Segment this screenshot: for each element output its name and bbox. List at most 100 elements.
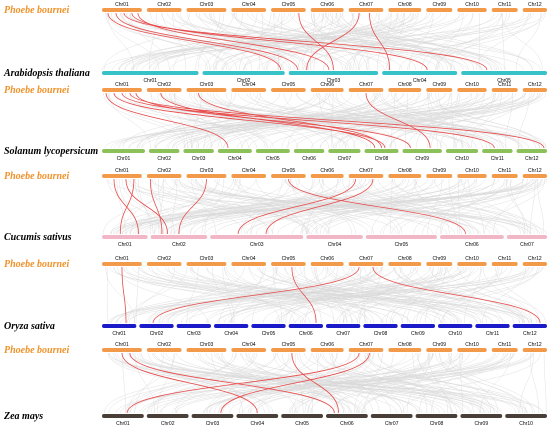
background-link xyxy=(448,178,458,235)
reference-chromosome-label: Chr07 xyxy=(359,82,373,88)
reference-chromosome-label: Chr11 xyxy=(498,342,511,348)
reference-chromosome xyxy=(426,88,453,92)
background-link xyxy=(435,92,503,149)
background-link xyxy=(327,266,482,324)
background-link xyxy=(119,12,390,71)
reference-chromosome-label: Chr09 xyxy=(432,168,446,174)
background-link xyxy=(109,92,151,149)
reference-chromosome-label: Chr02 xyxy=(157,342,171,348)
background-link xyxy=(359,12,502,71)
background-link xyxy=(129,12,170,71)
reference-chromosome xyxy=(388,8,422,12)
synteny-link xyxy=(265,178,374,235)
background-links xyxy=(101,12,546,71)
background-link xyxy=(406,352,431,414)
background-link xyxy=(170,12,412,71)
reference-species-label: Phoebe bournei xyxy=(4,5,70,16)
synteny-link xyxy=(121,352,258,414)
target-chromosome xyxy=(475,324,510,328)
reference-chromosome-label: Chr09 xyxy=(432,256,446,262)
background-link xyxy=(151,178,273,235)
background-link xyxy=(451,92,455,149)
highlight-links xyxy=(121,266,541,324)
target-chromosome-label: Chr05 xyxy=(266,156,280,162)
background-link xyxy=(334,92,532,149)
background-link xyxy=(321,178,479,235)
reference-chromosome-label: Chr11 xyxy=(498,256,511,262)
target-chromosome xyxy=(438,324,473,328)
reference-chromosome-label: Chr10 xyxy=(465,82,479,88)
background-link xyxy=(129,178,371,235)
reference-chromosome xyxy=(186,262,227,266)
background-link xyxy=(141,352,270,414)
background-link xyxy=(224,266,280,324)
background-link xyxy=(163,266,527,324)
reference-chromosome-label: Chr01 xyxy=(115,2,129,8)
background-link xyxy=(171,266,395,324)
background-link xyxy=(172,12,187,71)
target-chromosome xyxy=(150,235,208,239)
reference-chromosome-label: Chr05 xyxy=(282,256,296,262)
reference-chromosome-label: Chr01 xyxy=(115,342,129,348)
target-chromosome xyxy=(255,149,290,153)
background-link xyxy=(166,266,355,324)
background-link xyxy=(346,12,414,71)
target-chromosome-label: Chr11 xyxy=(491,156,504,162)
reference-chromosome-label: Chr02 xyxy=(157,256,171,262)
background-link xyxy=(256,178,330,235)
background-link xyxy=(273,12,416,71)
reference-chromosome-label: Chr11 xyxy=(498,82,511,88)
background-link xyxy=(116,178,126,235)
background-link xyxy=(117,266,208,324)
background-link xyxy=(412,352,427,414)
background-link xyxy=(121,12,247,71)
reference-chromosome xyxy=(348,8,384,12)
reference-chromosome xyxy=(231,348,267,352)
background-link xyxy=(134,352,254,414)
background-link xyxy=(296,92,491,149)
background-link xyxy=(176,352,322,414)
target-chromosome xyxy=(102,71,199,75)
background-link xyxy=(110,178,532,235)
background-link xyxy=(468,178,484,235)
target-chromosome-label: Chr08 xyxy=(430,421,444,427)
background-link xyxy=(148,352,265,414)
target-chromosome-label: Chr01 xyxy=(143,78,157,84)
target-chromosome-label: Chr04 xyxy=(413,78,427,84)
background-link xyxy=(364,266,441,324)
background-link xyxy=(176,178,531,235)
background-link xyxy=(209,12,427,71)
background-links xyxy=(103,92,547,149)
background-link xyxy=(327,92,372,149)
background-link xyxy=(402,352,541,414)
background-link xyxy=(250,352,534,414)
target-chromosome xyxy=(102,149,145,153)
synteny-link xyxy=(105,92,229,149)
background-link xyxy=(325,12,500,71)
reference-chromosome-label: Chr03 xyxy=(200,256,214,262)
background-link xyxy=(230,12,448,71)
background-link xyxy=(343,266,534,324)
background-link xyxy=(105,266,135,324)
background-link xyxy=(427,178,443,235)
background-link xyxy=(495,266,540,324)
target-chromosome xyxy=(281,414,323,418)
background-link xyxy=(122,178,500,235)
target-chromosome xyxy=(400,324,435,328)
target-chromosome xyxy=(364,149,399,153)
background-link xyxy=(461,178,526,235)
reference-chromosome xyxy=(522,174,547,178)
reference-chromosome xyxy=(348,174,384,178)
target-chromosome-label: Chr08 xyxy=(375,156,389,162)
background-link xyxy=(329,92,477,149)
target-chromosome xyxy=(365,235,437,239)
reference-chromosome xyxy=(426,174,453,178)
background-link xyxy=(106,12,230,71)
background-link xyxy=(212,266,233,324)
background-link xyxy=(431,92,461,149)
background-link xyxy=(105,12,160,71)
reference-chromosome xyxy=(491,8,518,12)
background-link xyxy=(342,266,415,324)
background-link xyxy=(464,266,481,324)
background-link xyxy=(179,178,540,235)
